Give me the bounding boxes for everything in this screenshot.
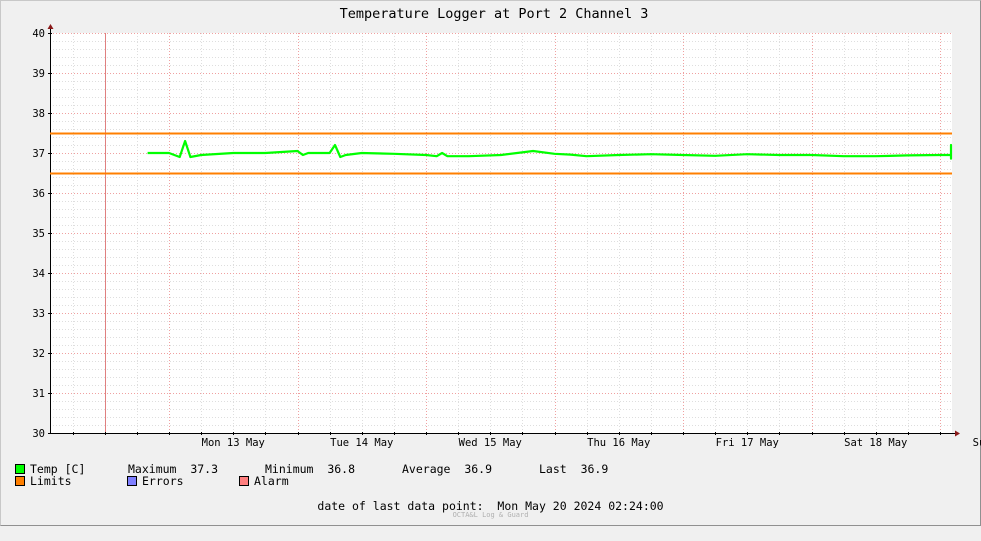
last-data-point: date of last data point: Mon May 20 2024…	[0, 499, 981, 513]
alarm-label: Alarm	[254, 474, 289, 488]
legend-row-stats: Temp [C] Maximum 37.3 Minimum 36.8 Avera…	[15, 463, 608, 476]
y-tick-label: 37	[32, 148, 45, 160]
y-tick-label: 38	[32, 108, 45, 120]
limit-lines	[50, 132, 952, 175]
y-tick-label: 34	[32, 268, 45, 280]
y-tick-label: 40	[32, 28, 45, 40]
maximum-label: Maximum	[128, 462, 177, 476]
x-tick-label: Thu 16 May	[587, 437, 650, 449]
errors-label: Errors	[142, 474, 184, 488]
legend-minimum: Minimum 36.8	[265, 463, 355, 476]
y-tick-label: 30	[32, 428, 45, 440]
last-value: 36.9	[580, 462, 609, 476]
x-tick-label: Wed 15 May	[459, 437, 522, 449]
legend-last: Last 36.9	[539, 463, 608, 476]
legend-alarm: Alarm	[239, 475, 289, 488]
chart-title: Temperature Logger at Port 2 Channel 3	[340, 6, 649, 22]
x-tick-labels: Mon 13 May Tue 14 May Wed 15 May Thu 16 May…	[202, 437, 981, 449]
x-tick-label: Sat 18 May	[844, 437, 907, 449]
legend-limits: Limits	[15, 475, 72, 488]
legend-temp: Temp [C]	[15, 463, 85, 476]
errors-swatch	[127, 476, 137, 486]
y-tick-label: 39	[32, 68, 45, 80]
y-tick-label: 31	[32, 388, 45, 400]
x-axis-arrow	[955, 430, 960, 437]
legend-temp-label: Temp [C]	[30, 462, 86, 476]
limits-swatch	[15, 476, 25, 486]
temp-swatch	[15, 464, 25, 474]
legend-maximum: Maximum 37.3	[128, 463, 218, 476]
minimum-value: 36.8	[327, 462, 356, 476]
last-label: Last	[539, 462, 567, 476]
axes	[47, 24, 960, 437]
y-tick-label: 33	[32, 308, 45, 320]
y-axis-arrow	[47, 24, 54, 29]
minimum-label: Minimum	[265, 462, 314, 476]
y-tick-labels: 30 31 32 33 34 35 36 37 38 39 40	[32, 28, 45, 440]
average-label: Average	[402, 462, 451, 476]
x-tick-label: Sun 19 May	[973, 437, 981, 449]
average-value: 36.9	[464, 462, 493, 476]
legend-average: Average 36.9	[402, 463, 492, 476]
limits-label: Limits	[30, 474, 72, 488]
y-tick-label: 32	[32, 348, 45, 360]
last-data-point-label: date of last data point:	[317, 499, 484, 513]
x-tick-label: Fri 17 May	[716, 437, 779, 449]
alarm-swatch	[239, 476, 249, 486]
last-data-point-value: Mon May 20 2024 02:24:00	[497, 499, 664, 513]
x-tick-label: Mon 13 May	[202, 437, 265, 449]
legend-row-keys: Limits Errors Alarm	[15, 475, 289, 488]
legend-errors: Errors	[127, 475, 184, 488]
y-tick-label: 36	[32, 188, 45, 200]
temperature-chart: Temperature Logger at Port 2 Channel 3 3…	[32, 6, 981, 449]
credit-text: OCTA&L Log & Guard	[452, 511, 529, 519]
x-tick-label: Tue 14 May	[330, 437, 393, 449]
series-lines	[147, 139, 953, 160]
maximum-value: 37.3	[190, 462, 219, 476]
series-line-temp	[147, 139, 953, 160]
y-tick-label: 35	[32, 228, 45, 240]
